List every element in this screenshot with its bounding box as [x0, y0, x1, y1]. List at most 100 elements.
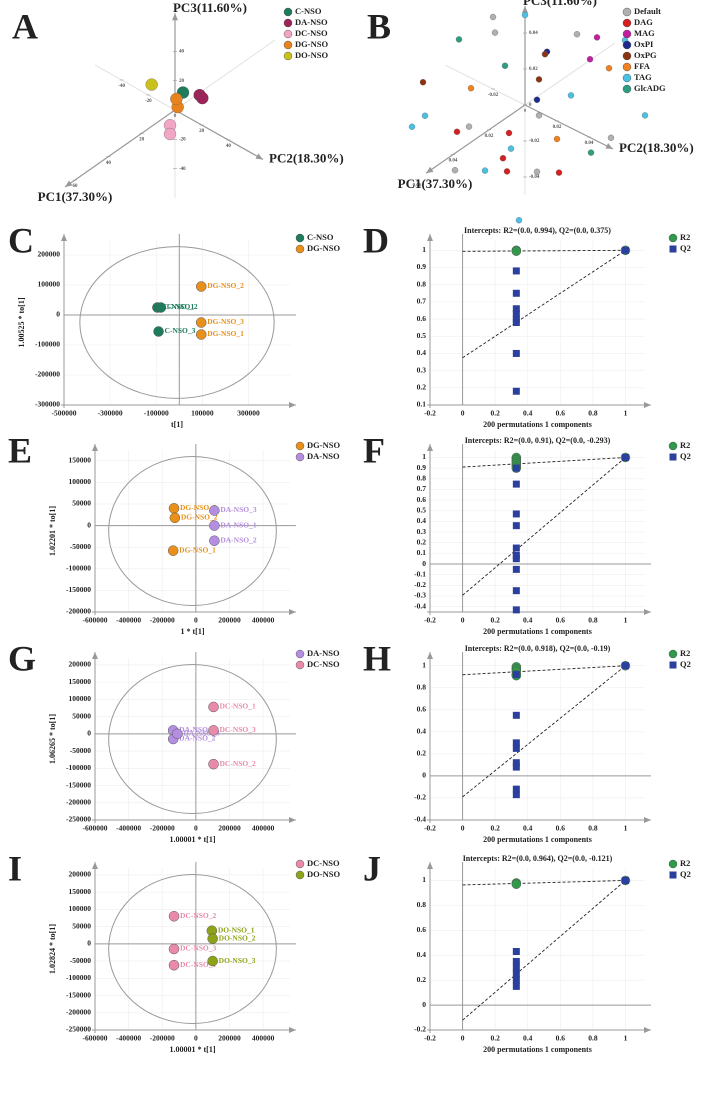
y-tick-label: 0.9	[417, 463, 427, 472]
panel-label: D	[363, 220, 389, 260]
point	[491, 29, 499, 36]
x-tick-label: 400000	[252, 824, 275, 833]
legend-marker	[283, 7, 293, 17]
y-tick-label: -100000	[66, 973, 91, 982]
y-tick-label: -200000	[66, 797, 91, 806]
point-label: DO-NSO_1	[218, 925, 255, 934]
y-tick-label: 0.2	[417, 537, 427, 546]
point	[511, 879, 522, 889]
point-label: C-NSO_3	[165, 326, 196, 335]
point	[512, 587, 520, 595]
point-label: DC-NSO_2	[220, 759, 257, 768]
panel-label: H	[363, 638, 391, 678]
point	[455, 36, 463, 43]
x-tick-label: -400000	[116, 616, 141, 625]
y-tick-label: -150000	[66, 780, 91, 789]
y-tick-label: 100000	[69, 477, 92, 486]
tick-label: 0.06	[413, 184, 422, 189]
point	[196, 91, 209, 105]
point	[621, 876, 629, 884]
point	[621, 453, 629, 461]
axis-arrow	[427, 444, 433, 451]
point-label: DG-NSO_2	[181, 513, 218, 522]
point	[208, 725, 219, 736]
x-tick-label: 0.4	[523, 409, 533, 418]
legend-marker	[295, 452, 305, 462]
intercept-line	[462, 665, 626, 798]
point	[167, 545, 179, 556]
x-tick-label: 0.4	[523, 1034, 533, 1043]
point-label: DA-NSO_2	[179, 734, 216, 743]
y-tick-label: 100000	[38, 280, 61, 289]
y-tick-label: 150000	[69, 887, 92, 896]
point	[209, 505, 220, 516]
legend-marker	[622, 7, 632, 17]
axis-arrow	[427, 652, 433, 659]
legend-marker	[669, 871, 677, 879]
point	[208, 758, 219, 770]
legend-marker	[622, 84, 632, 94]
axis-arrow	[172, 13, 178, 21]
y-tick-label: -150000	[66, 990, 91, 999]
x-tick-label: 1	[624, 1034, 628, 1043]
y-tick-label: -0.2	[414, 793, 426, 802]
y-tick-label: 0.8	[417, 473, 427, 482]
axis-back	[444, 64, 526, 106]
panel-label: I	[8, 848, 22, 888]
x-tick-label: 200000	[218, 1034, 241, 1043]
y-tick-label: 100000	[69, 694, 92, 703]
point	[465, 123, 473, 130]
x-tick-label: 0.8	[588, 824, 598, 833]
point	[541, 51, 549, 58]
point	[512, 387, 520, 395]
3d-axis	[64, 109, 176, 188]
point	[515, 217, 523, 224]
point	[512, 565, 520, 573]
y-tick-label: -0.2	[414, 580, 426, 589]
x-tick-label: 0.8	[588, 1034, 598, 1043]
legend-marker	[668, 441, 678, 451]
legend-marker	[669, 453, 677, 461]
point	[533, 96, 541, 103]
point	[507, 145, 515, 152]
legend-marker	[283, 29, 293, 39]
axis-arrow	[644, 609, 651, 615]
y-tick-label: 0.3	[417, 365, 427, 374]
y-tick-label: 0.8	[417, 900, 427, 909]
y-tick-label: 0.2	[417, 383, 427, 392]
axis-arrow	[65, 180, 73, 187]
legend-marker	[295, 649, 305, 659]
point	[145, 78, 158, 91]
axis-arrow	[289, 817, 296, 823]
y-tick-label: 0.6	[417, 314, 427, 323]
point	[155, 302, 167, 313]
y-tick-label: 150000	[69, 677, 92, 686]
legend-label: Q2	[680, 869, 691, 879]
point-label: DA-NSO_1	[179, 725, 216, 734]
tick-label: 20	[199, 129, 205, 134]
point	[512, 976, 520, 984]
legend-label: C-NSO	[295, 6, 322, 16]
panel-label: C	[8, 220, 34, 260]
intercept-line	[462, 880, 626, 1021]
axis-arrow	[92, 862, 98, 869]
3d-axis	[174, 109, 264, 161]
legend-label: C-NSO	[307, 232, 334, 242]
x-tick-label: 0.4	[523, 824, 533, 833]
y-tick-label: 0.5	[417, 331, 427, 340]
legend-label: Default	[634, 6, 661, 16]
y-tick-label: 1	[422, 452, 426, 461]
y-tick-label: 0.4	[417, 727, 427, 736]
tick-label: 40	[226, 144, 232, 149]
legend-label: DG-NSO	[295, 39, 328, 49]
confidence-ellipse	[108, 663, 277, 815]
tick-label: -0.04	[529, 175, 540, 180]
point	[641, 112, 649, 119]
point	[607, 134, 615, 141]
y-tick-label: 0	[87, 939, 91, 948]
chart-title: Intercepts: R2=(0.0, 0.994), Q2=(0.0, 0.…	[464, 226, 611, 235]
point	[419, 79, 427, 86]
x-tick-label: 0.6	[556, 616, 566, 625]
x-tick-label: 0	[461, 1034, 465, 1043]
point	[512, 739, 520, 747]
